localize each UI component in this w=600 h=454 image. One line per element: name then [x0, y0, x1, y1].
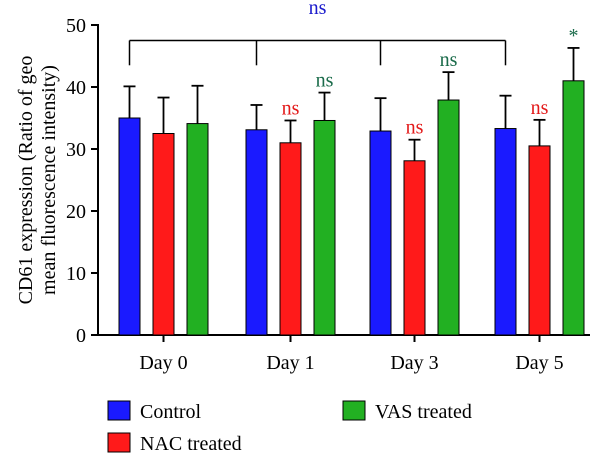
bar-nac-treated — [403, 160, 426, 336]
y-axis-label: CD61 expression (Ratio of geomean fluore… — [15, 56, 60, 305]
y-tick-label: 20 — [66, 201, 86, 223]
x-tick-label: Day 5 — [515, 352, 563, 374]
bar-vas-treated — [313, 119, 336, 336]
y-tick-label: 0 — [76, 325, 86, 347]
significance-label: ns — [440, 49, 458, 71]
x-tick-label: Day 1 — [266, 352, 314, 374]
bar-vas-treated — [562, 80, 585, 336]
y-tick-label: 50 — [66, 15, 86, 37]
legend: Control NAC treated VAS treated — [107, 400, 472, 454]
bar-nac-treated — [279, 142, 302, 336]
significance-label: * — [569, 25, 579, 47]
legend-label: NAC treated — [140, 433, 242, 454]
bracket-label: ns — [309, 0, 327, 19]
bar-nac-treated — [152, 133, 175, 336]
error-bars — [123, 47, 580, 161]
significance-label: ns — [406, 117, 424, 139]
bar-control — [494, 128, 517, 336]
significance-label: ns — [531, 97, 549, 119]
bar-control — [245, 129, 268, 336]
axes: 0 10 20 30 40 50 CD61 expression (Ratio of geo… — [15, 15, 590, 374]
legend-label: Control — [140, 401, 202, 423]
legend-swatch — [342, 400, 366, 421]
y-tick-label: 10 — [66, 263, 86, 285]
bar-vas-treated — [437, 99, 460, 336]
bars — [118, 80, 585, 336]
y-axis-label-line: CD61 expression (Ratio of geo — [15, 56, 37, 305]
significance-label: ns — [282, 97, 300, 119]
significance-label: ns — [316, 70, 334, 92]
y-tick-label: 30 — [66, 139, 86, 161]
x-tick-label: Day 3 — [390, 352, 438, 374]
bar-nac-treated — [528, 145, 551, 336]
y-axis-label-line: mean fluorescence intensity) — [38, 65, 60, 295]
legend-swatch — [107, 432, 131, 453]
bar-vas-treated — [186, 123, 209, 336]
legend-swatch — [107, 400, 131, 421]
y-tick-label: 40 — [66, 77, 86, 99]
legend-label: VAS treated — [375, 401, 472, 423]
bar-control — [369, 130, 392, 336]
x-tick-label: Day 0 — [139, 352, 187, 374]
bar-control — [118, 117, 141, 336]
